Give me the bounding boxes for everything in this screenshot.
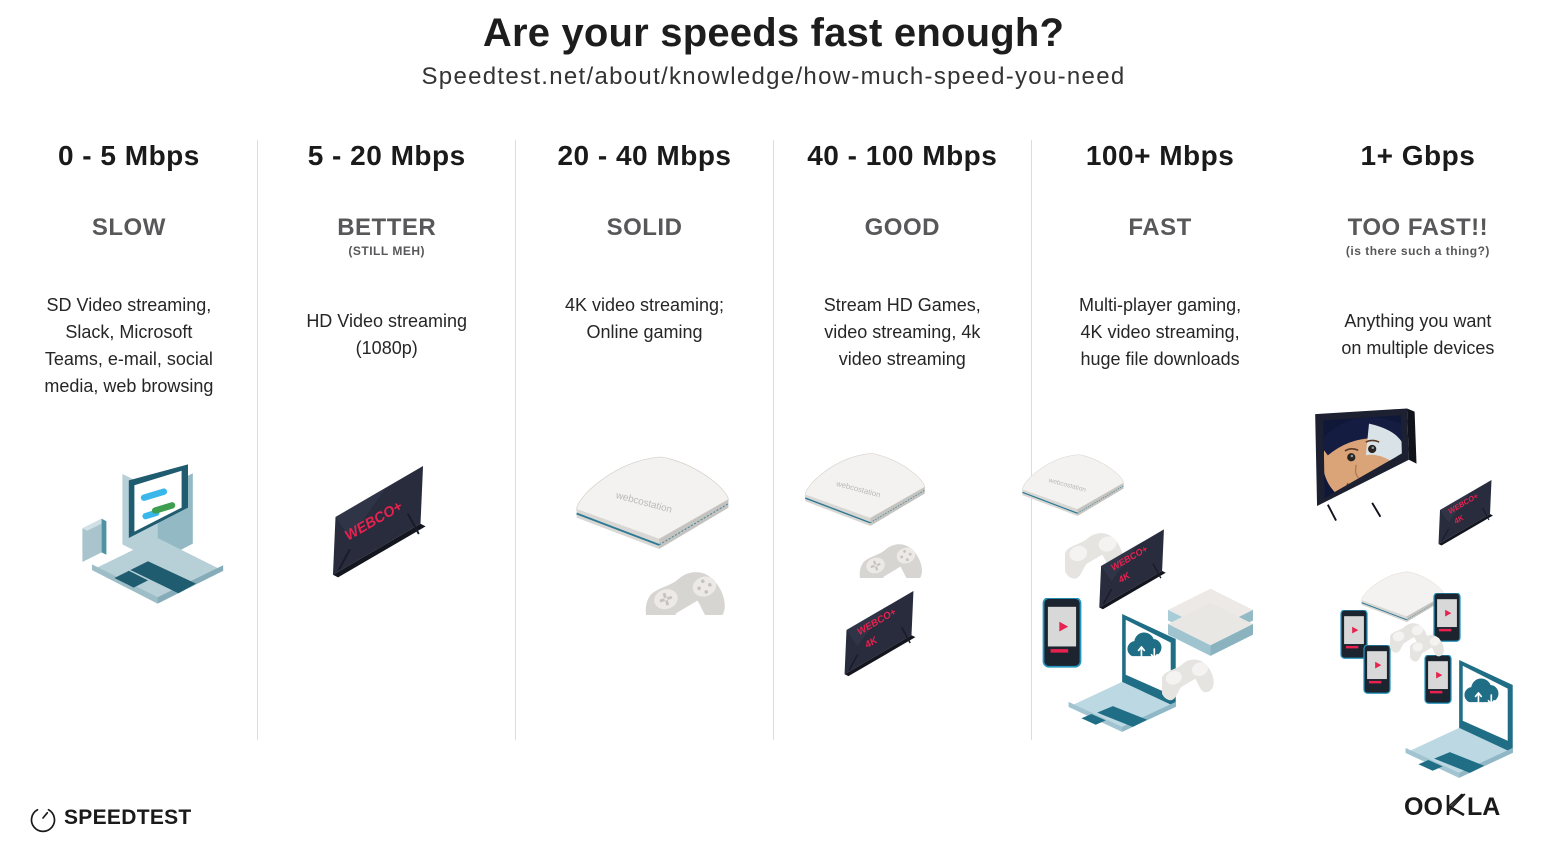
svg-text:OO: OO — [1404, 793, 1443, 821]
svg-text:LA: LA — [1467, 793, 1500, 821]
